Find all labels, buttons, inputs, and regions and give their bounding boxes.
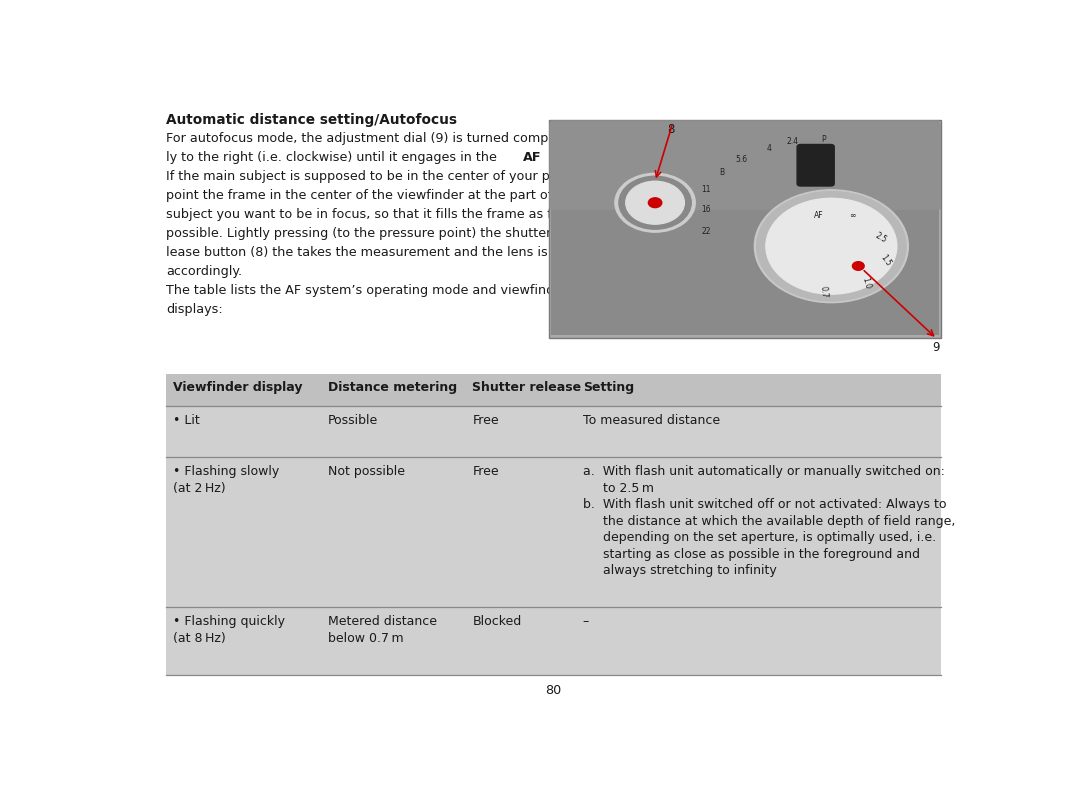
Text: a.  With flash unit automatically or manually switched on:
     to 2.5 m
b.  Wit: a. With flash unit automatically or manu…	[583, 465, 955, 577]
Text: 5.6: 5.6	[735, 154, 747, 164]
Text: 9: 9	[932, 341, 940, 353]
Text: 22: 22	[701, 227, 711, 236]
Circle shape	[615, 174, 696, 232]
Text: 0.7: 0.7	[819, 285, 828, 298]
Text: 2.4: 2.4	[786, 137, 798, 146]
Circle shape	[648, 198, 662, 208]
Text: P: P	[821, 135, 826, 144]
Bar	[166, 374, 941, 406]
Text: AF: AF	[523, 151, 542, 164]
Text: 4: 4	[766, 144, 771, 153]
Text: –: –	[583, 615, 589, 628]
Circle shape	[625, 181, 685, 224]
Text: 8: 8	[666, 123, 674, 136]
Circle shape	[766, 198, 896, 295]
Text: For autofocus mode, the adjustment dial (9) is turned complete-: For autofocus mode, the adjustment dial …	[166, 132, 578, 146]
Text: • Lit: • Lit	[173, 414, 200, 427]
Bar	[551, 120, 940, 335]
Bar	[550, 120, 941, 338]
Text: B: B	[719, 168, 725, 177]
Text: Shutter release: Shutter release	[472, 380, 581, 393]
Text: AF: AF	[814, 211, 824, 220]
Text: lease button (8) the takes the measurement and the lens is set: lease button (8) the takes the measureme…	[166, 246, 571, 259]
Text: Viewfinder display: Viewfinder display	[173, 380, 302, 393]
Bar	[166, 374, 941, 675]
Circle shape	[852, 262, 864, 271]
Text: Free: Free	[472, 414, 499, 427]
Text: Free: Free	[472, 465, 499, 478]
Text: Distance metering: Distance metering	[327, 380, 457, 393]
Text: • Flashing slowly
(at 2 Hz): • Flashing slowly (at 2 Hz)	[173, 465, 279, 494]
Text: Metered distance
below 0.7 m: Metered distance below 0.7 m	[327, 615, 436, 645]
Circle shape	[757, 192, 906, 301]
Circle shape	[754, 190, 908, 302]
Text: If the main subject is supposed to be in the center of your picture,: If the main subject is supposed to be in…	[166, 170, 591, 183]
Text: 16: 16	[701, 205, 711, 214]
Text: Automatic distance setting/Autofocus: Automatic distance setting/Autofocus	[166, 113, 457, 127]
Text: accordingly.: accordingly.	[166, 265, 242, 279]
Text: 80: 80	[545, 685, 562, 697]
Text: The table lists the AF system’s operating mode and viewfinder: The table lists the AF system’s operatin…	[166, 284, 567, 297]
Text: 1.0: 1.0	[860, 276, 872, 290]
Text: ∞: ∞	[849, 211, 855, 220]
Text: • Flashing quickly
(at 8 Hz): • Flashing quickly (at 8 Hz)	[173, 615, 285, 645]
Text: position.: position.	[555, 151, 615, 164]
Text: Setting: Setting	[583, 380, 634, 393]
Text: Not possible: Not possible	[327, 465, 405, 478]
Text: subject you want to be in focus, so that it fills the frame as far as: subject you want to be in focus, so that…	[166, 209, 583, 221]
Text: 1.5: 1.5	[878, 253, 892, 267]
Text: 2.5: 2.5	[874, 231, 889, 244]
Text: 11: 11	[701, 185, 711, 194]
Circle shape	[619, 176, 691, 229]
FancyBboxPatch shape	[796, 144, 835, 187]
Text: displays:: displays:	[166, 303, 222, 316]
Text: Blocked: Blocked	[472, 615, 522, 628]
Text: possible. Lightly pressing (to the pressure point) the shutter re-: possible. Lightly pressing (to the press…	[166, 228, 572, 240]
Text: ly to the right (i.e. clockwise) until it engages in the: ly to the right (i.e. clockwise) until i…	[166, 151, 501, 164]
FancyBboxPatch shape	[550, 121, 941, 210]
Text: Possible: Possible	[327, 414, 378, 427]
Text: To measured distance: To measured distance	[583, 414, 720, 427]
Text: point the frame in the center of the viewfinder at the part of the: point the frame in the center of the vie…	[166, 189, 577, 202]
